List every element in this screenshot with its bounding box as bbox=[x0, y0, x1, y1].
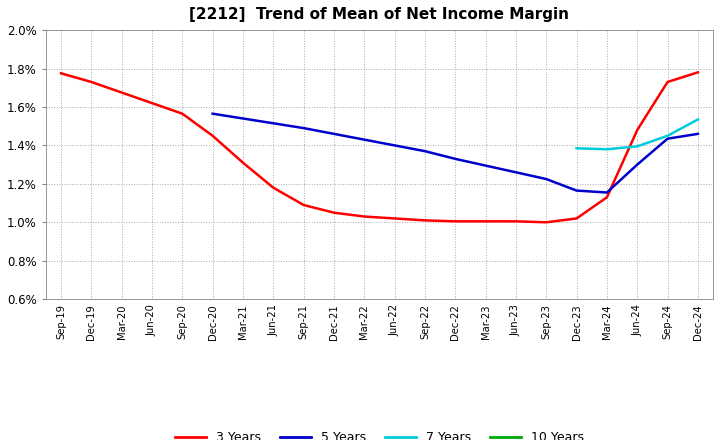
Legend: 3 Years, 5 Years, 7 Years, 10 Years: 3 Years, 5 Years, 7 Years, 10 Years bbox=[170, 426, 589, 440]
Title: [2212]  Trend of Mean of Net Income Margin: [2212] Trend of Mean of Net Income Margi… bbox=[189, 7, 570, 22]
